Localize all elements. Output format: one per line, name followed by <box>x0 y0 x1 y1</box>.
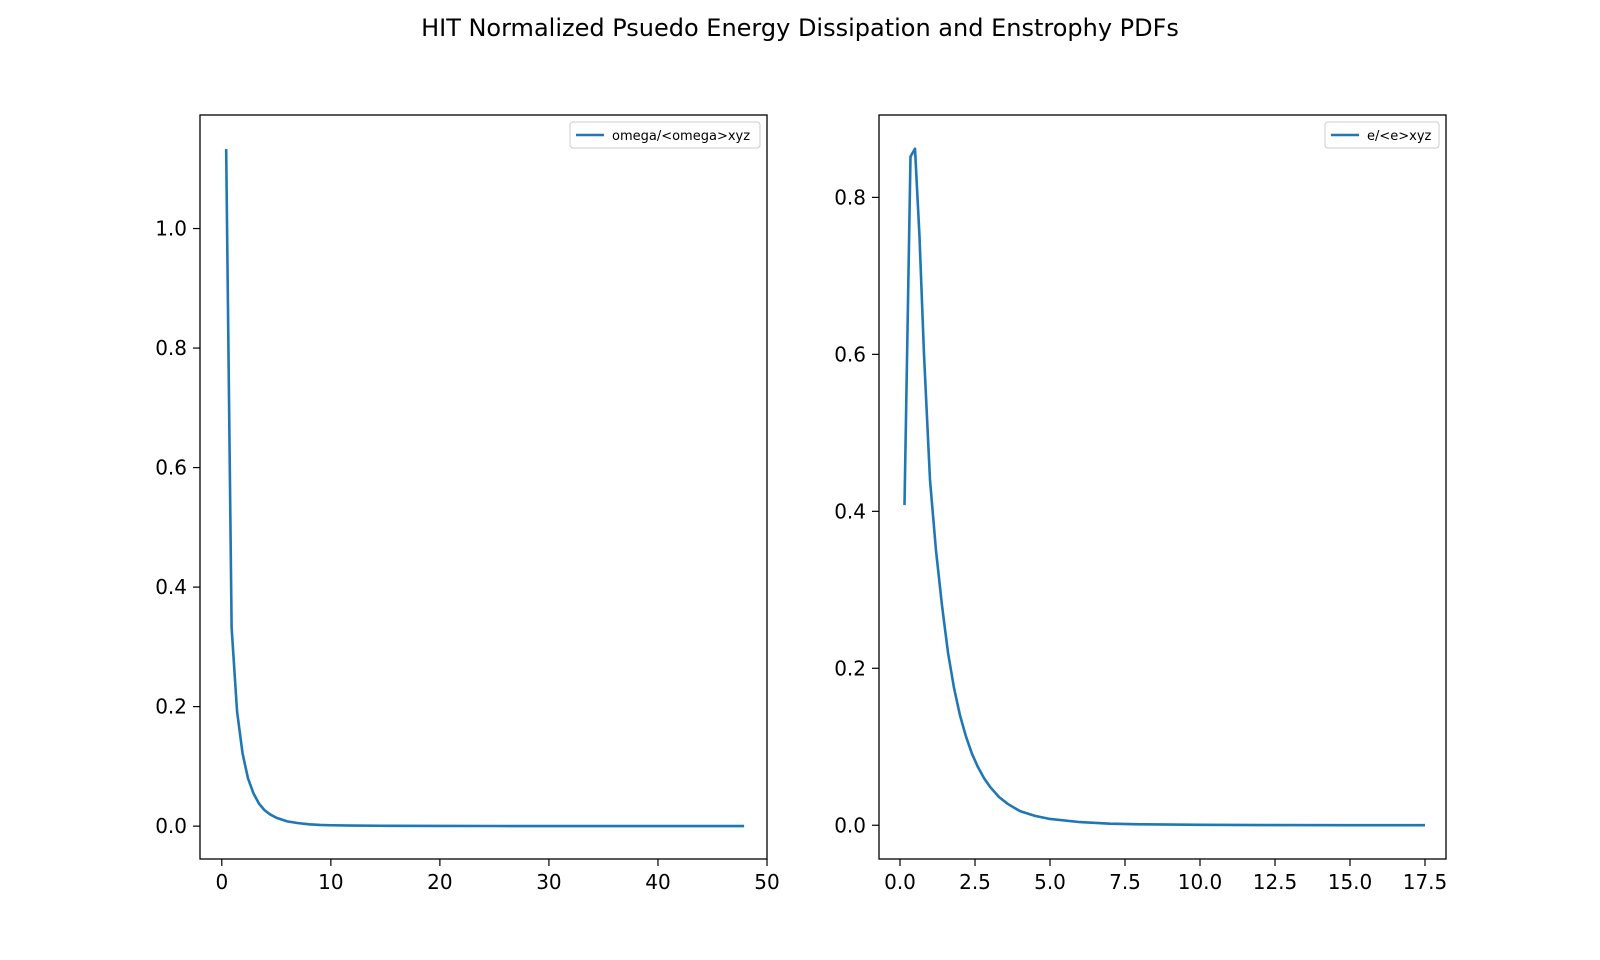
y-tick-label: 0.2 <box>155 695 187 719</box>
series-line-0 <box>903 147 1425 827</box>
legend-box <box>569 121 761 149</box>
x-tick-label: 12.5 <box>1253 870 1298 894</box>
legend-label: e/<e>xyz <box>1367 129 1432 144</box>
x-tick-label: 2.5 <box>959 870 991 894</box>
x-tick-label: 10 <box>318 870 343 894</box>
series-line-0 <box>224 149 745 828</box>
legend-box <box>1324 121 1440 149</box>
legend: e/<e>xyz <box>1324 121 1440 149</box>
x-tick-label: 15.0 <box>1328 870 1373 894</box>
axes-frame <box>878 114 1447 860</box>
enstrophy-pdf-panel: 0 10 20 30 40 50 0.0 0.2 0.4 0.6 0.8 1.0 omega/<omeg… <box>155 114 780 894</box>
y-tick-label: 0.8 <box>834 185 866 209</box>
x-tick-label: 0 <box>215 870 228 894</box>
x-tick-label: 0.0 <box>884 870 916 894</box>
x-tick-label: 17.5 <box>1403 870 1448 894</box>
x-tick-label: 50 <box>754 870 779 894</box>
y-tick-label: 0.0 <box>834 813 866 837</box>
x-tick-label: 20 <box>427 870 452 894</box>
y-tick-label: 0.6 <box>834 342 866 366</box>
axes-frame <box>199 114 768 860</box>
y-tick-label: 1.0 <box>155 217 187 241</box>
x-tick-label: 10.0 <box>1178 870 1223 894</box>
figure-title: HIT Normalized Psuedo Energy Dissipation… <box>421 14 1179 42</box>
y-tick-label: 0.0 <box>155 814 187 838</box>
x-tick-label: 5.0 <box>1034 870 1066 894</box>
y-tick-label: 0.4 <box>155 575 187 599</box>
legend-label: omega/<omega>xyz <box>612 129 750 144</box>
y-tick-label: 0.4 <box>834 499 866 523</box>
dissipation-pdf-panel: 0.0 2.5 5.0 7.5 10.0 12.5 15.0 17.5 0.0 0.2 0.4 0.6… <box>834 114 1448 894</box>
x-tick-label: 40 <box>645 870 670 894</box>
x-tick-label: 30 <box>536 870 561 894</box>
y-tick-label: 0.8 <box>155 336 187 360</box>
y-tick-label: 0.6 <box>155 456 187 480</box>
legend: omega/<omega>xyz <box>569 121 761 149</box>
x-tick-label: 7.5 <box>1109 870 1141 894</box>
y-tick-label: 0.2 <box>834 656 866 680</box>
